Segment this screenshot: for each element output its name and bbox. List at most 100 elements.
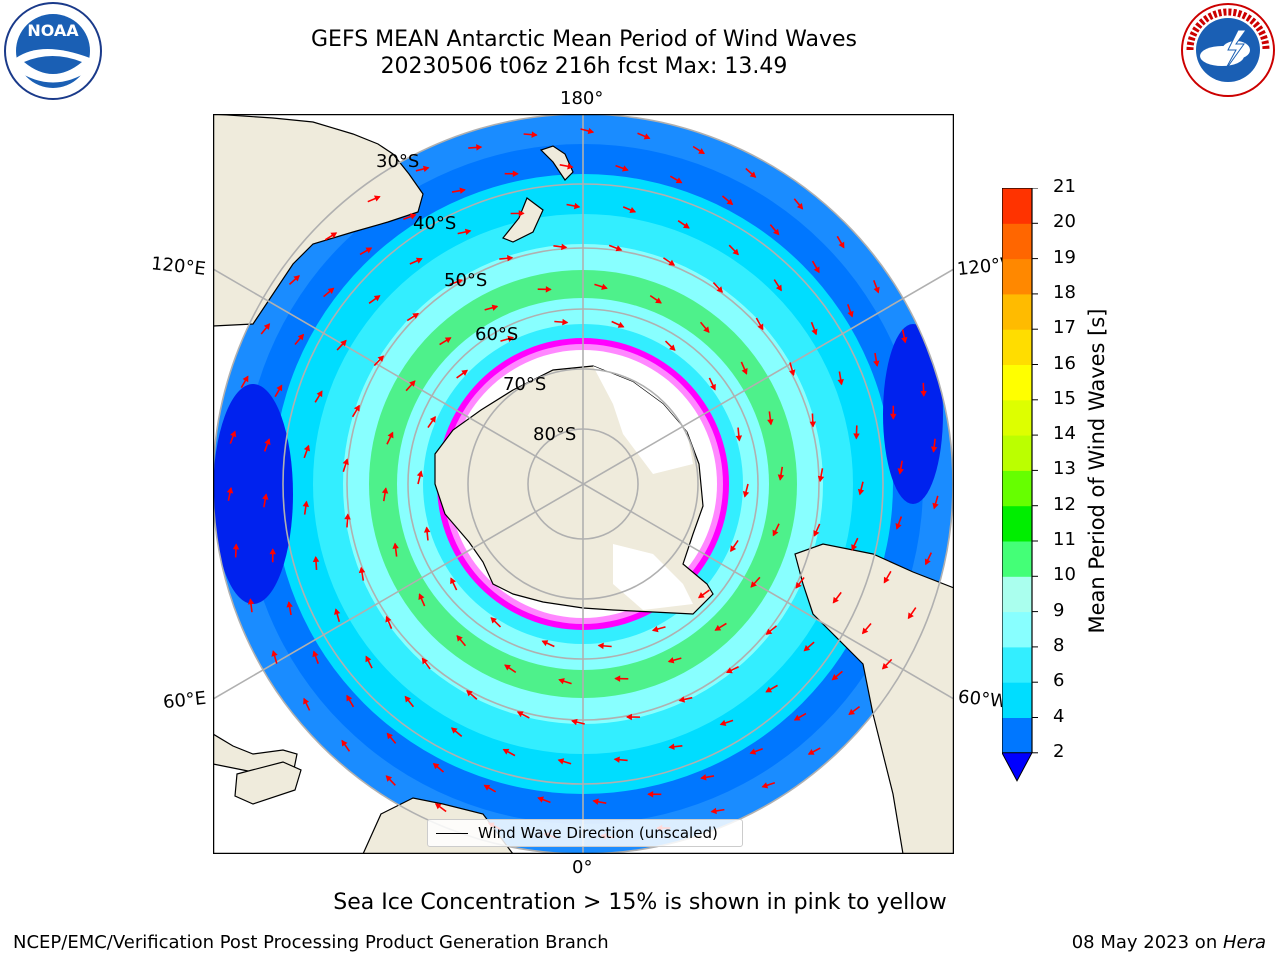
wind-arrow-head — [730, 545, 737, 553]
wind-arrow-head — [342, 458, 349, 465]
wind-arrow-head — [837, 378, 844, 386]
colorbar-segment — [1002, 541, 1032, 577]
wind-arrow-head — [601, 283, 608, 290]
legend-line-swatch — [436, 832, 468, 834]
lon-label-top: 180° — [560, 88, 604, 109]
wind-arrow-head — [775, 284, 782, 292]
wind-arrow-head — [373, 295, 381, 302]
wind-arrow-head — [346, 694, 353, 702]
wind-arrow-head — [765, 628, 773, 635]
wind-arrow-head — [726, 198, 734, 206]
wind-arrow-head — [667, 657, 675, 664]
wind-arrow-head — [647, 791, 654, 798]
wind-arrow-head — [741, 368, 748, 375]
sea-ice-note: Sea Ice Concentration > 15% is shown in … — [333, 890, 947, 915]
wind-arrow-head — [353, 404, 360, 412]
wind-arrow-head — [622, 165, 629, 172]
wind-arrow-head — [365, 655, 372, 663]
wind-arrow-head — [297, 333, 305, 341]
lat-label-80s: 80°S — [533, 424, 577, 445]
wind-arrow-head — [901, 336, 908, 344]
wind-arrow-head — [432, 762, 440, 770]
wind-arrow-head — [365, 247, 373, 254]
wind-arrow-head — [678, 696, 686, 703]
wind-arrow-head — [832, 596, 839, 604]
wind-arrow-head — [450, 577, 457, 585]
wind-arrow-head — [761, 782, 769, 789]
wind-arrow-head — [614, 675, 621, 682]
wind-arrow-head — [316, 390, 323, 398]
wind-arrow-head — [890, 413, 897, 420]
wind-arrow-head — [490, 617, 497, 624]
wind-arrow-head — [629, 207, 637, 214]
wind-arrow-head — [811, 328, 818, 336]
wind-arrow-head — [491, 304, 499, 311]
wind-arrow-head — [851, 544, 858, 551]
polar-map — [213, 114, 954, 854]
map-title-line1: GEFS MEAN Antarctic Mean Period of Wind … — [311, 27, 857, 52]
footer-date-text: 08 May 2023 on — [1071, 932, 1223, 953]
wind-arrow-head — [765, 686, 773, 693]
wind-arrow-head — [409, 380, 416, 387]
wind-arrow-head — [483, 784, 491, 791]
colorbar-segment — [1002, 505, 1032, 542]
wind-arrow-head — [757, 323, 764, 331]
wind-arrow-head — [895, 523, 902, 530]
wind-arrow-head — [709, 383, 716, 391]
wind-arrow-head — [434, 803, 442, 810]
wind-arrow-head — [264, 438, 271, 445]
wind-arrow-head — [857, 488, 865, 496]
wind-arrow-head — [571, 718, 578, 726]
wind-arrow-head — [930, 446, 938, 453]
wind-arrow-head — [773, 228, 780, 236]
wind-arrow-head — [742, 491, 750, 498]
colorbar-segment — [1002, 188, 1032, 224]
wind-arrow-head — [587, 127, 595, 135]
map-legend: Wind Wave Direction (unscaled) — [427, 819, 743, 847]
wind-arrow-head — [404, 695, 411, 703]
colorbar-tick-label: 15 — [1053, 387, 1076, 409]
lat-label-40s: 40°S — [413, 213, 457, 234]
wind-arrow-head — [385, 775, 393, 782]
wind-arrow-head — [387, 431, 394, 439]
wind-arrow-head — [302, 500, 310, 507]
wind-arrow-head — [772, 529, 779, 537]
wind-arrow-head — [392, 542, 399, 549]
wind-arrow-head — [429, 415, 436, 423]
wind-arrow-head — [920, 390, 927, 397]
colorbar-label: Mean Period of Wind Waves [s] — [1085, 308, 1109, 634]
wind-arrow-head — [422, 165, 430, 173]
wind-arrow-head — [592, 798, 599, 805]
colorbar-tick-label: 4 — [1053, 705, 1065, 727]
colorbar-segment — [1002, 399, 1032, 436]
wind-arrow-head — [386, 732, 393, 740]
wind-arrow-head — [377, 355, 385, 362]
wind-arrow-head — [567, 163, 574, 170]
wind-arrow-head — [558, 678, 565, 685]
wind-arrow-head — [716, 286, 723, 293]
wind-arrow-head — [459, 187, 466, 194]
colorbar-tick-label: 12 — [1053, 493, 1076, 515]
wind-arrow-head — [312, 650, 319, 658]
wind-arrow-head — [617, 321, 625, 328]
wind-arrow-head — [796, 202, 804, 210]
wind-arrow-head — [675, 177, 683, 184]
colorbar-segment — [1002, 435, 1032, 471]
madagascar — [234, 761, 302, 805]
map-title-line2: 20230506 t06z 216h fcst Max: 13.49 — [380, 54, 788, 79]
wind-arrow-head — [807, 748, 815, 755]
wind-arrow-head — [813, 266, 820, 274]
wind-arrow-head — [817, 475, 825, 483]
wind-arrow-head — [507, 335, 515, 343]
wind-arrow-head — [461, 369, 469, 376]
colorbar-segment — [1002, 576, 1032, 613]
colorbar — [1001, 187, 1050, 792]
wind-arrow-head — [518, 210, 525, 217]
wind-arrow-head — [293, 275, 300, 282]
colorbar-under-extension — [1001, 752, 1033, 782]
wind-arrow-head — [700, 774, 707, 781]
wind-arrow-head — [541, 640, 549, 647]
wind-arrow-head — [777, 474, 785, 481]
wind-arrow-head — [750, 581, 757, 588]
wind-arrow-head — [562, 318, 569, 326]
